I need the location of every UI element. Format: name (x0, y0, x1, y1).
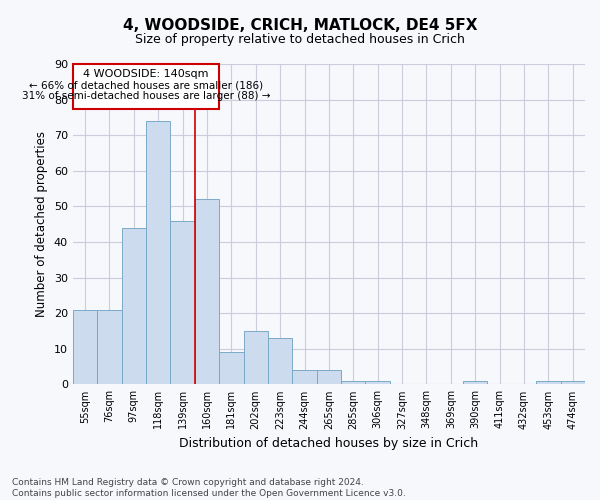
Bar (341, 381, 365, 384)
Bar (122, 228, 146, 384)
Bar (292, 370, 317, 384)
Bar (195, 200, 219, 384)
Bar (463, 381, 487, 384)
Bar (244, 331, 268, 384)
Bar (170, 220, 195, 384)
Text: 31% of semi-detached houses are larger (88) →: 31% of semi-detached houses are larger (… (22, 92, 270, 102)
Text: Size of property relative to detached houses in Crich: Size of property relative to detached ho… (135, 32, 465, 46)
Text: 4, WOODSIDE, CRICH, MATLOCK, DE4 5FX: 4, WOODSIDE, CRICH, MATLOCK, DE4 5FX (123, 18, 477, 32)
Text: Contains HM Land Registry data © Crown copyright and database right 2024.
Contai: Contains HM Land Registry data © Crown c… (12, 478, 406, 498)
FancyBboxPatch shape (73, 64, 218, 108)
Bar (97, 310, 122, 384)
Bar (317, 370, 341, 384)
Bar (536, 381, 560, 384)
X-axis label: Distribution of detached houses by size in Crich: Distribution of detached houses by size … (179, 437, 478, 450)
Bar (268, 338, 292, 384)
Bar (146, 121, 170, 384)
Bar (73, 310, 97, 384)
Y-axis label: Number of detached properties: Number of detached properties (35, 131, 48, 317)
Bar (219, 352, 244, 384)
Bar (365, 381, 390, 384)
Text: ← 66% of detached houses are smaller (186): ← 66% of detached houses are smaller (18… (29, 80, 263, 90)
Bar (560, 381, 585, 384)
Text: 4 WOODSIDE: 140sqm: 4 WOODSIDE: 140sqm (83, 68, 209, 78)
